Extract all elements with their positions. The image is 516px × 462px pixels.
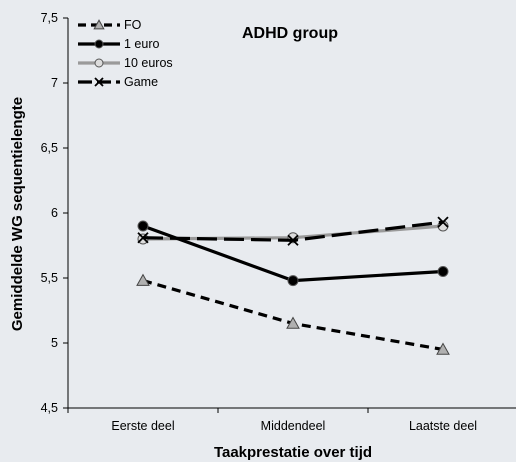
series-game	[137, 216, 449, 246]
x-tick-label: Eerste deel	[111, 419, 174, 433]
x-tick-label: Laatste deel	[409, 419, 477, 433]
legend-item-1-euro: 1 euro	[78, 37, 159, 51]
data-point-game	[437, 216, 449, 228]
chart-title: ADHD group	[242, 25, 338, 42]
data-point-game	[287, 234, 299, 246]
y-tick-label: 7,5	[41, 11, 58, 25]
legend-item-game: Game	[78, 75, 158, 89]
data-point-game	[137, 232, 149, 244]
legend-label-game: Game	[124, 75, 158, 89]
data-point-fo	[286, 316, 300, 329]
legend-label-10-euros: 10 euros	[124, 56, 173, 70]
x-tick-label: Middendeel	[261, 419, 326, 433]
legend-label-fo: FO	[124, 18, 142, 32]
series-1-euro	[137, 220, 449, 287]
legend-marker-fo	[93, 19, 105, 30]
y-tick-label: 4,5	[41, 401, 58, 415]
data-point-fo	[436, 342, 450, 355]
y-tick-label: 5,5	[41, 271, 58, 285]
x-axis-title: Taakprestatie over tijd	[214, 444, 372, 461]
data-point-fo	[136, 273, 150, 286]
y-tick-label: 7	[51, 76, 58, 90]
legend-marker-game	[94, 77, 104, 87]
data-point-1-euro	[287, 275, 299, 287]
y-tick-label: 6	[51, 206, 58, 220]
legend-marker-1-euro	[94, 39, 104, 49]
series-fo	[136, 273, 450, 355]
legend-item-fo: FO	[78, 18, 142, 32]
y-tick-label: 6,5	[41, 141, 58, 155]
legend-item-10-euros: 10 euros	[78, 56, 173, 70]
axes: 4,5 5 5,5 6 6,5 7 7,5 Eerste deel Middendeel Laat…	[41, 11, 516, 433]
data-point-1-euro	[137, 220, 149, 232]
legend: FO 1 euro 10 euros Game	[78, 18, 173, 89]
series-layer	[136, 216, 450, 355]
y-axis-title: Gemiddelde WG sequentielengte	[9, 97, 26, 331]
data-point-1-euro	[437, 266, 449, 277]
y-tick-label: 5	[51, 336, 58, 350]
legend-marker-10-euros	[94, 58, 104, 68]
legend-label-1-euro: 1 euro	[124, 37, 159, 51]
